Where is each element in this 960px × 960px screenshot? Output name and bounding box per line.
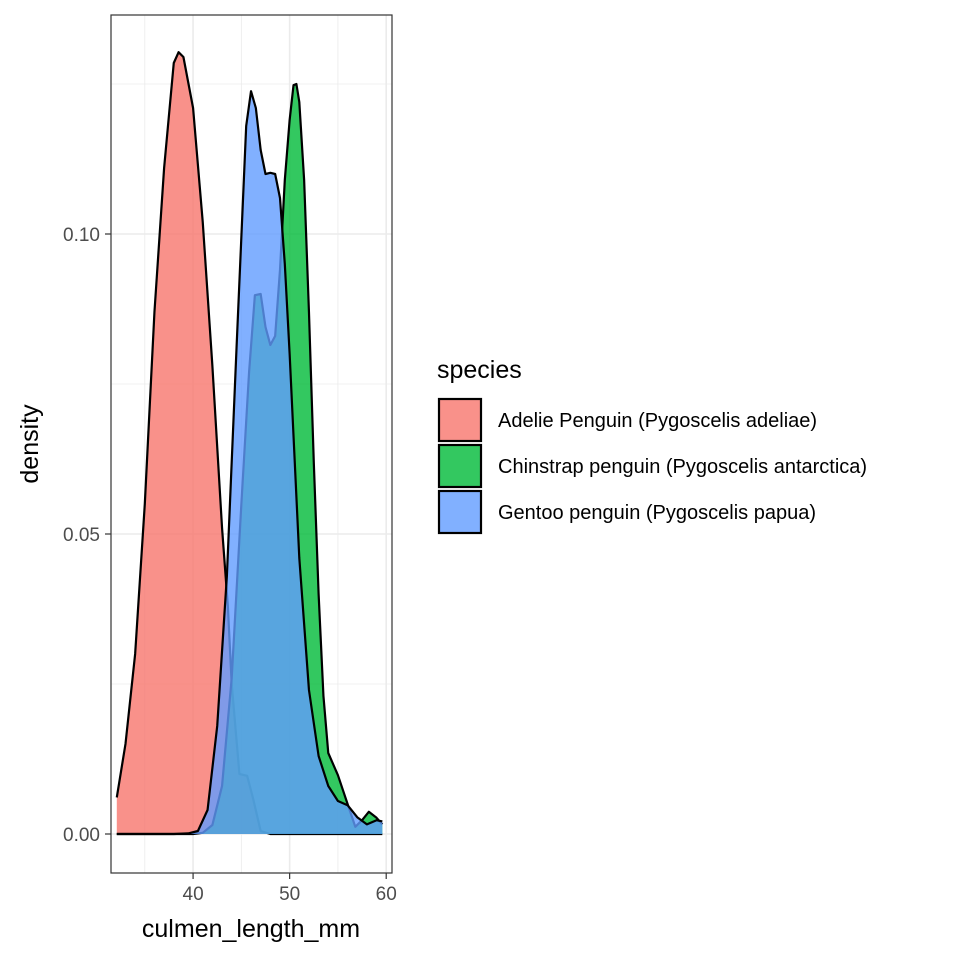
- y-axis-ticks: 0.00 0.05 0.10: [63, 225, 111, 846]
- series-3-area: [116, 91, 383, 834]
- legend-items: Adelie Penguin (Pygoscelis adeliae) Chins…: [437, 397, 867, 535]
- legend: species Adelie Penguin (Pygoscelis adeli…: [437, 356, 867, 535]
- series-1-area: [116, 52, 383, 834]
- legend-title: species: [437, 356, 522, 384]
- x-tick-label: 60: [376, 884, 397, 905]
- x-axis-title: culmen_length_mm: [142, 915, 360, 943]
- legend-key-3: [437, 489, 483, 535]
- x-tick-label: 50: [279, 884, 300, 905]
- legend-label-3: Gentoo penguin (Pygoscelis papua): [498, 502, 816, 524]
- legend-label-1: Adelie Penguin (Pygoscelis adeliae): [498, 410, 817, 432]
- y-tick-label: 0.00: [63, 825, 100, 846]
- legend-key-1: [437, 397, 483, 443]
- y-tick-label: 0.05: [63, 525, 100, 546]
- legend-label-2: Chinstrap penguin (Pygoscelis antarctica…: [498, 456, 867, 478]
- series-3-outline: [116, 90, 383, 836]
- density-series: [115, 51, 384, 836]
- y-tick-label: 0.10: [63, 225, 100, 246]
- panel-border: [110, 14, 393, 874]
- y-axis-title: density: [16, 404, 44, 484]
- x-axis-ticks: 40 50 60: [183, 873, 397, 905]
- x-tick-label: 40: [183, 884, 204, 905]
- legend-key-2: [437, 443, 483, 489]
